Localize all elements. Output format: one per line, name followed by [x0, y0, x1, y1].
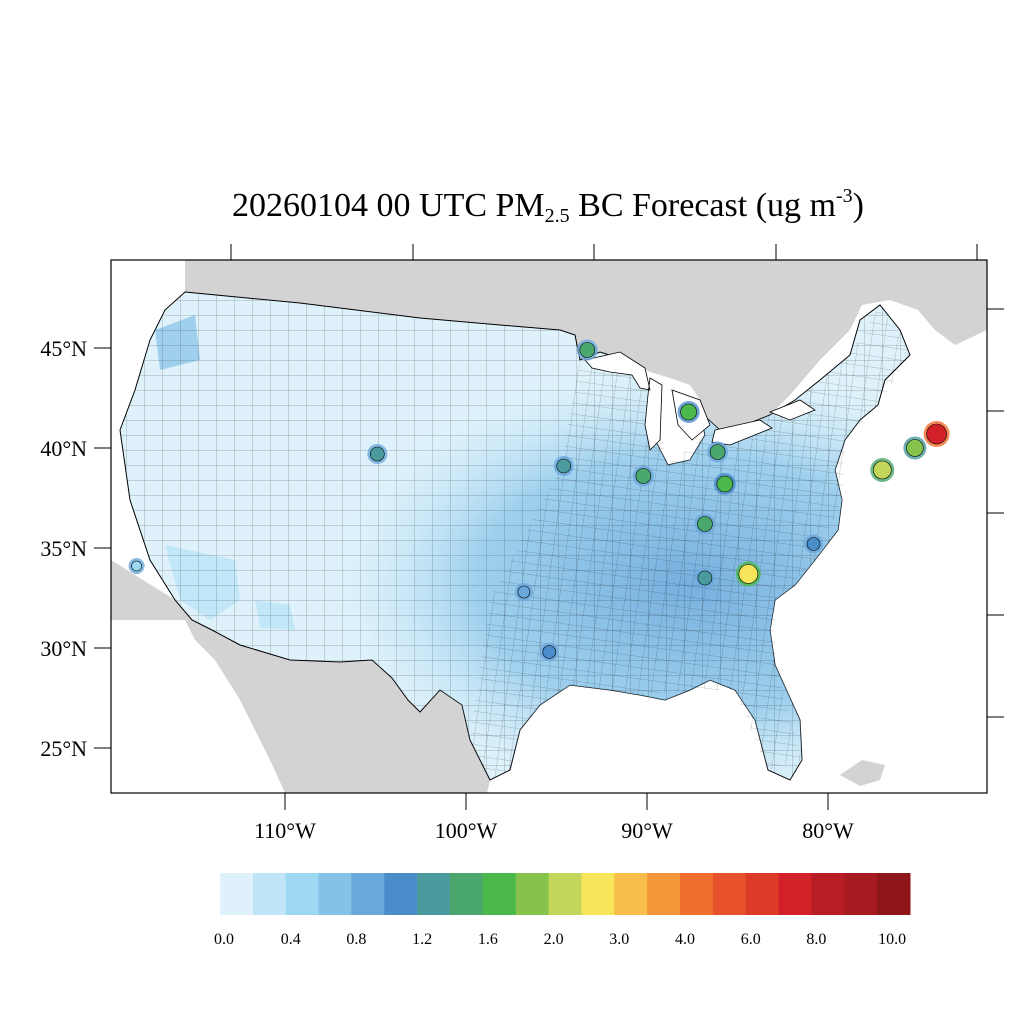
hotspot-6 [635, 468, 652, 484]
latitude-axis: 45°N 40°N 35°N 30°N 25°N [40, 336, 111, 761]
hotspot-15 [926, 423, 947, 445]
hotspot-3 [680, 403, 697, 421]
lat-tick-label-1: 40°N [40, 436, 87, 461]
right-ticks [987, 308, 1004, 718]
title-middle: BC Forecast (ug m [569, 187, 836, 224]
colorbar-swatch-1 [252, 873, 287, 915]
colorbar-swatch-11 [581, 873, 615, 915]
hotspot-10 [738, 564, 759, 584]
colorbar-swatch-4 [351, 873, 385, 915]
colorbar-swatch-2 [285, 873, 320, 915]
colorbar-swatch-15 [712, 873, 747, 915]
colorbar-label-10: 10.0 [878, 931, 906, 948]
hotspot-12 [806, 537, 821, 551]
lon-tick-label-2: 90°W [621, 818, 673, 843]
colorbar-swatch-18 [811, 873, 845, 915]
hotspot-2 [579, 342, 596, 358]
hotspot-16 [542, 645, 557, 659]
lon-tick-label-1: 100°W [435, 818, 498, 843]
colorbar-label-2: 0.8 [346, 931, 366, 948]
hotspot-13 [872, 460, 892, 480]
hotspot-5 [556, 458, 572, 474]
great-lakes [584, 351, 816, 451]
colorbar-swatch-9 [515, 873, 550, 915]
colorbar-swatch-8 [482, 873, 517, 915]
colorbar-swatch-17 [778, 873, 812, 915]
conus-land [119, 291, 911, 781]
colorbar-swatch-7 [450, 873, 484, 915]
title-suffix: ) [852, 187, 864, 224]
colorbar-label-9: 8.0 [806, 931, 826, 948]
lon-tick-label-0: 110°W [254, 818, 316, 843]
map-frame [110, 259, 988, 794]
title-superscript: -3 [835, 185, 853, 207]
hotspot-4 [370, 446, 385, 462]
map-area [51, 260, 987, 793]
mexico-land [111, 560, 490, 793]
colorbar-swatch-13 [647, 873, 681, 915]
colorbar-label-5: 2.0 [544, 931, 564, 948]
lat-tick-label-0: 45°N [40, 336, 87, 361]
colorbar-swatch-6 [417, 873, 451, 915]
colorbar-label-3: 1.2 [412, 931, 432, 948]
colorbar-swatch-20 [877, 873, 911, 915]
colorbar-label-6: 3.0 [609, 931, 629, 948]
colorbar-swatch-0 [220, 873, 254, 915]
colorbar-swatch-5 [384, 873, 418, 915]
cuba-land [840, 760, 885, 786]
hotspot-layer [51, 285, 950, 662]
title-prefix: 20260104 00 UTC PM [232, 187, 545, 224]
colorbar-label-8: 6.0 [741, 931, 761, 948]
colorbar-label-4: 1.6 [478, 931, 498, 948]
title-subscript: 2.5 [544, 205, 570, 227]
hotspot-9 [697, 516, 713, 532]
hotspot-8 [716, 475, 734, 493]
hotspot-11 [697, 570, 713, 586]
longitude-axis: 110°W 100°W 90°W 80°W [254, 793, 854, 843]
hotspot-14 [906, 439, 924, 457]
colorbar-labels: 0.0 0.4 0.8 1.2 1.6 2.0 3.0 4.0 6.0 8.0 10.0 [214, 931, 906, 948]
colorbar-label-1: 0.4 [281, 931, 301, 948]
top-ticks [230, 244, 978, 260]
colorbar [220, 873, 911, 915]
hotspot-17 [517, 585, 531, 599]
colorbar-swatch-16 [745, 873, 780, 915]
hotspot-18 [131, 560, 142, 572]
colorbar-swatch-19 [844, 873, 878, 915]
lon-tick-label-3: 80°W [802, 818, 854, 843]
hotspot-7 [709, 444, 726, 460]
lat-tick-label-4: 25°N [40, 736, 87, 761]
colorbar-swatch-10 [548, 873, 582, 915]
lat-tick-label-2: 35°N [40, 536, 87, 561]
colorbar-swatch-3 [318, 873, 352, 915]
colorbar-label-7: 4.0 [675, 931, 695, 948]
hotspot-0 [54, 288, 70, 304]
map-title: 20260104 00 UTC PM2.5 BC Forecast (ug m-… [0, 182, 1024, 230]
colorbar-label-0: 0.0 [214, 931, 234, 948]
colorbar-swatch-12 [614, 873, 648, 915]
lat-tick-label-3: 30°N [40, 636, 87, 661]
colorbar-swatch-14 [680, 873, 714, 915]
canada-land [111, 260, 987, 430]
hotspot-halo-0 [51, 285, 73, 307]
